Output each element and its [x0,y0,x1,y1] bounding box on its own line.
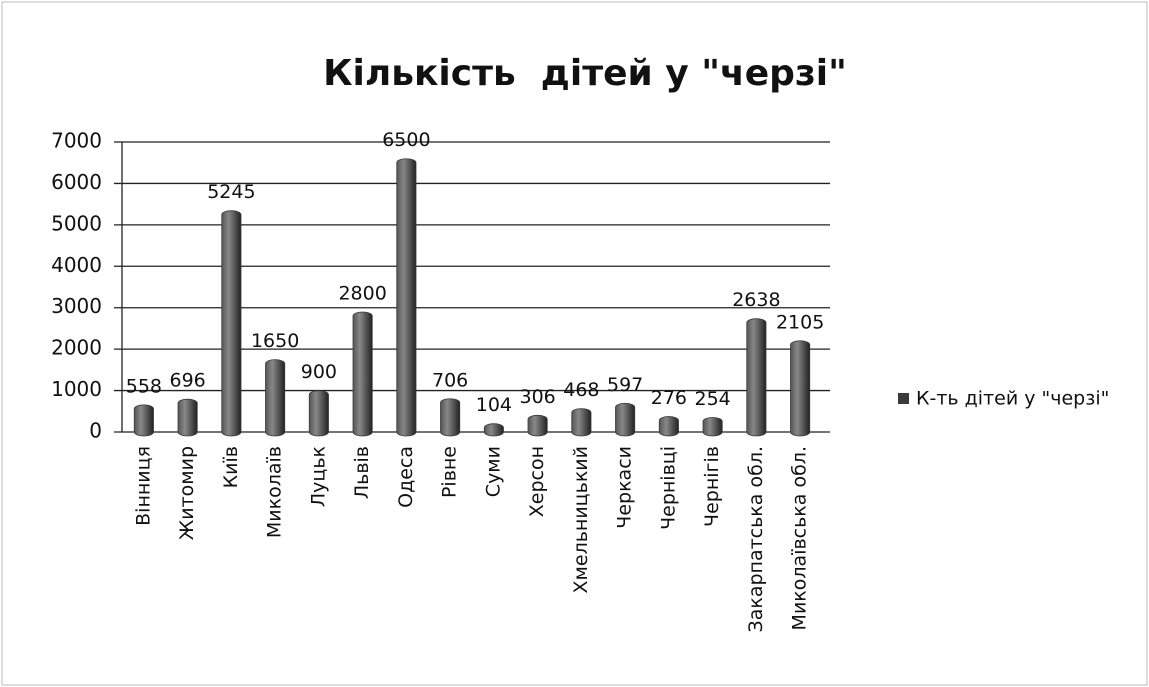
y-tick-label: 6000 [51,170,102,194]
bar [265,359,286,437]
bar [658,416,679,437]
bar [615,402,636,437]
value-label: 254 [694,388,730,410]
y-tick-label: 1000 [51,377,102,401]
bar [177,398,198,437]
bar [483,423,504,437]
x-tick-label: Київ [220,446,242,488]
x-tick-label: Миколаїв [264,446,286,538]
bar [527,414,548,437]
value-label: 597 [607,374,643,396]
bar [396,158,417,437]
value-label: 6500 [382,129,430,151]
x-tick-label: Чернігів [701,446,723,527]
value-label: 558 [126,375,162,397]
bar [440,398,461,437]
bar [746,318,767,437]
legend-swatch [898,393,909,404]
value-label: 2800 [338,283,386,305]
x-tick-label: Миколаївська обл. [789,446,811,630]
bar [571,408,592,437]
y-tick-label: 0 [89,419,102,443]
x-tick-label: Суми [482,446,504,497]
bar [221,210,242,437]
value-label: 306 [519,386,555,408]
legend-label: К-ть дітей у "черзі" [916,388,1109,410]
value-label: 104 [476,394,512,416]
y-tick-label: 3000 [51,294,102,318]
x-tick-label: Житомир [176,446,198,540]
x-tick-label: Рівне [439,446,461,498]
y-tick-label: 7000 [51,129,102,153]
x-tick-label: Хмельницький [570,446,592,593]
bar [352,311,373,437]
bar [308,390,329,437]
value-label: 696 [169,370,205,392]
x-tick-label: Черкаси [614,446,636,529]
x-tick-label: Луцьк [307,446,329,507]
value-label: 706 [432,369,468,391]
value-label: 2638 [732,289,780,311]
bar [790,340,811,437]
value-label: 5245 [207,181,255,203]
x-tick-label: Львів [351,446,373,499]
value-label: 2105 [776,311,824,333]
bar [702,417,723,437]
y-tick-label: 4000 [51,253,102,277]
x-tick-label: Херсон [526,446,548,517]
value-label: 276 [651,387,687,409]
x-tick-label: Одеса [395,446,417,508]
y-tick-label: 5000 [51,211,102,235]
y-tick-label: 2000 [51,336,102,360]
value-label: 900 [301,361,337,383]
x-tick-label: Закарпатська обл. [745,446,767,632]
x-tick-label: Вінниця [132,446,154,526]
x-tick-label: Чернівці [657,446,679,530]
value-label: 468 [563,379,599,401]
value-label: 1650 [251,330,299,352]
bar [133,404,154,437]
chart-title: Кількість дітей у "черзі" [323,53,847,94]
